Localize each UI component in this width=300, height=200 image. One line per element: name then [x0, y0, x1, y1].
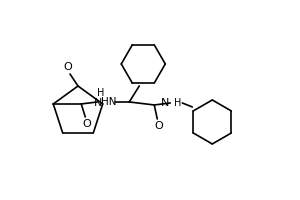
Text: O: O: [64, 62, 72, 72]
Text: N: N: [94, 98, 102, 108]
Text: HN: HN: [101, 97, 117, 107]
Text: O: O: [154, 121, 163, 131]
Text: H: H: [97, 88, 104, 98]
Text: O: O: [82, 119, 91, 129]
Text: N: N: [161, 98, 169, 108]
Text: H: H: [174, 98, 182, 108]
